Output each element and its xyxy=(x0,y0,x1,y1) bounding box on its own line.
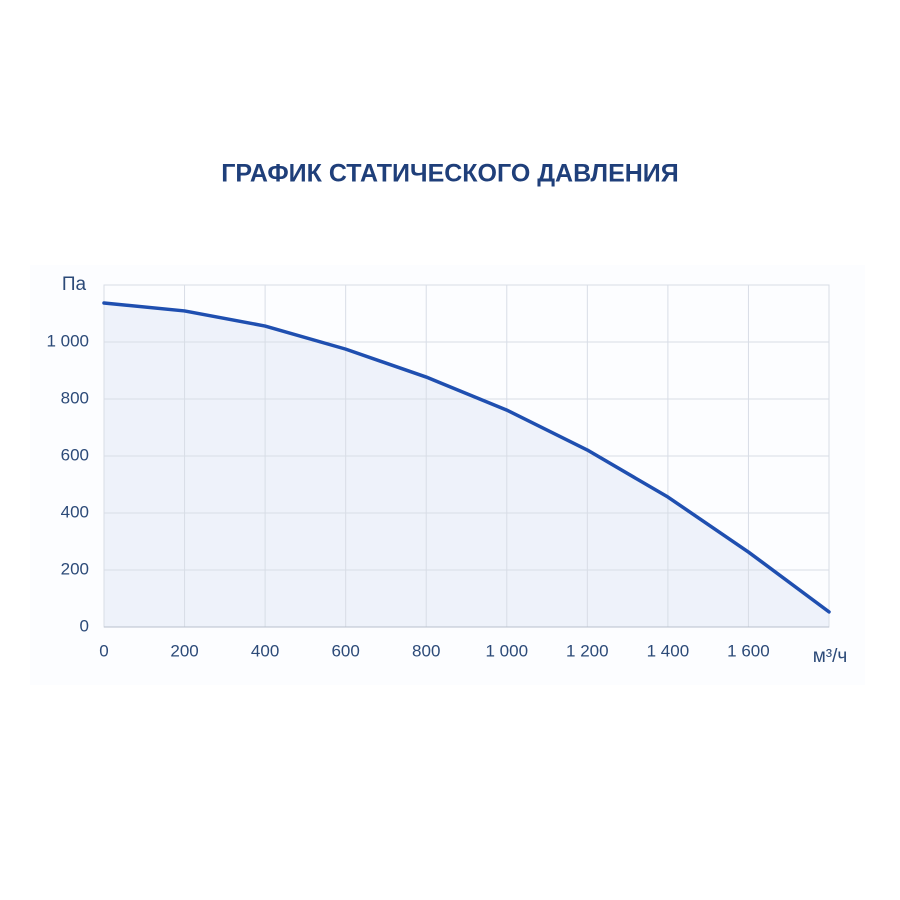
x-tick-label: 600 xyxy=(331,641,359,660)
x-tick-label: 1 200 xyxy=(566,641,609,660)
area-fill xyxy=(104,302,829,627)
y-tick-label: 800 xyxy=(61,388,89,407)
chart-title: ГРАФИК СТАТИЧЕСКОГО ДАВЛЕНИЯ xyxy=(221,160,679,188)
x-tick-label: 1 400 xyxy=(647,641,690,660)
y-tick-label: 400 xyxy=(61,502,89,521)
x-tick-label: 200 xyxy=(170,641,198,660)
x-axis-label: м³/ч xyxy=(813,646,848,667)
x-tick-label: 1 600 xyxy=(727,641,770,660)
line xyxy=(102,301,831,614)
y-tick-label: 0 xyxy=(80,616,89,635)
y-tick-label: 200 xyxy=(61,559,89,578)
y-tick-label: 600 xyxy=(61,445,89,464)
y-axis-label: Па xyxy=(62,274,87,295)
x-tick-label: 1 000 xyxy=(486,641,529,660)
x-tick-label: 800 xyxy=(412,641,440,660)
x-tick-label: 400 xyxy=(251,641,279,660)
y-tick-label: 1 000 xyxy=(46,331,89,350)
x-tick-label: 0 xyxy=(99,641,108,660)
